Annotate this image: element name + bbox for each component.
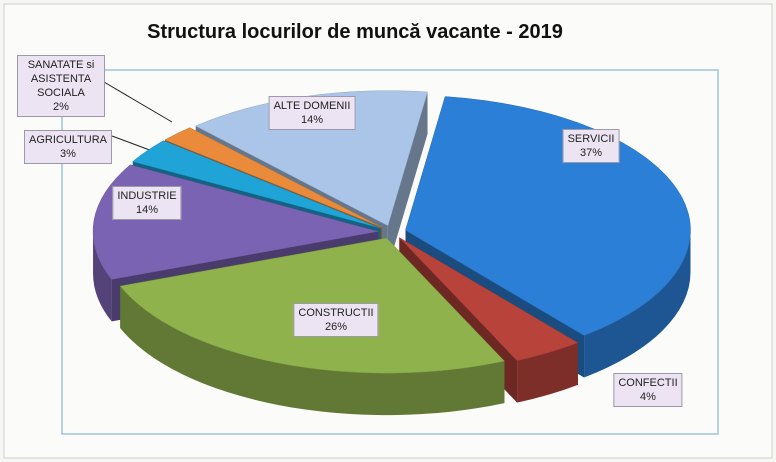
slice-side [584,230,691,378]
slice-side [517,342,578,403]
data-label: CONSTRUCTII 26% [293,303,379,337]
label-value: 14% [300,114,324,126]
chart-title: Structura locurilor de muncă vacante - 2… [147,21,563,43]
plot-area [61,69,719,435]
slice-side [120,286,505,416]
data-label: SANATATE si ASISTENTA SOCIALA 2% [17,55,105,117]
label-value: 3% [60,148,76,160]
label-value: 37% [579,147,603,159]
slice [399,237,579,361]
label-name: CONFECTII [618,377,678,389]
label-name: SANATATE si ASISTENTA SOCIALA [27,59,95,99]
leader-line [103,81,173,123]
slice-side [93,231,112,322]
label-name: ALTE DOMENII [273,100,351,112]
label-value: 26% [324,321,348,333]
label-name: INDUSTRIE [117,190,177,202]
label-value: 4% [640,391,656,403]
data-label: ALTE DOMENII 14% [268,96,356,130]
label-value: 14% [135,204,159,216]
data-label: SERVICII 37% [562,129,620,163]
slice [164,127,383,228]
label-name: SERVICII [567,133,615,145]
leader-line [111,135,156,153]
label-value: 2% [53,101,69,113]
slice-wall [387,91,428,268]
label-name: AGRICULTURA [28,134,108,146]
slice [132,140,381,229]
label-name: CONSTRUCTII [298,307,374,319]
data-label: INDUSTRIE 14% [112,186,182,220]
data-label: AGRICULTURA 3% [23,130,113,164]
data-label: CONFECTII 4% [613,373,683,407]
pie [92,90,691,416]
